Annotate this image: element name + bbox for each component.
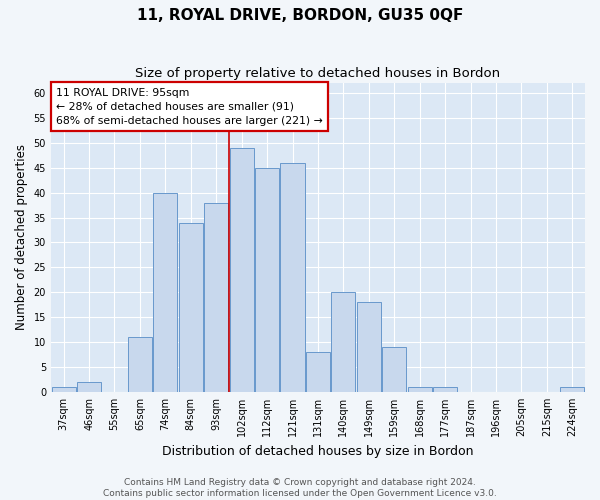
Bar: [382, 347, 406, 392]
Bar: [52, 387, 76, 392]
X-axis label: Distribution of detached houses by size in Bordon: Distribution of detached houses by size …: [162, 444, 474, 458]
Bar: [560, 387, 584, 392]
Bar: [357, 302, 381, 392]
Bar: [255, 168, 279, 392]
Text: 11, ROYAL DRIVE, BORDON, GU35 0QF: 11, ROYAL DRIVE, BORDON, GU35 0QF: [137, 8, 463, 22]
Bar: [331, 292, 355, 392]
Bar: [153, 192, 178, 392]
Bar: [433, 387, 457, 392]
Bar: [179, 222, 203, 392]
Bar: [280, 163, 305, 392]
Y-axis label: Number of detached properties: Number of detached properties: [15, 144, 28, 330]
Bar: [230, 148, 254, 392]
Bar: [77, 382, 101, 392]
Title: Size of property relative to detached houses in Bordon: Size of property relative to detached ho…: [136, 68, 500, 80]
Bar: [128, 337, 152, 392]
Text: Contains HM Land Registry data © Crown copyright and database right 2024.
Contai: Contains HM Land Registry data © Crown c…: [103, 478, 497, 498]
Bar: [306, 352, 330, 392]
Bar: [407, 387, 432, 392]
Text: 11 ROYAL DRIVE: 95sqm
← 28% of detached houses are smaller (91)
68% of semi-deta: 11 ROYAL DRIVE: 95sqm ← 28% of detached …: [56, 88, 323, 126]
Bar: [204, 202, 229, 392]
